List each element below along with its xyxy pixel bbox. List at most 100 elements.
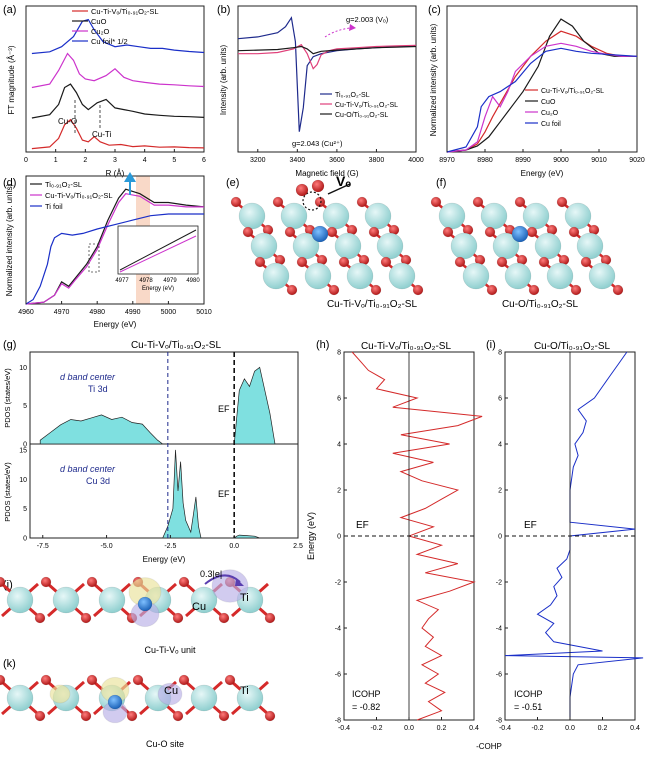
o-atom [326,226,338,238]
o-atom [230,196,242,208]
legend-b2: Cu-O/Ti₀.₉₁O₂-SL [335,112,388,119]
panel-k-label: (k) [3,658,16,670]
panel-h-title: Cu-Ti-Vₒ/Ti₀.₉₁O₂-SL [361,341,452,352]
vacancy-site [302,191,322,211]
zoom-box [88,243,100,273]
k-cu-label: Cu [164,685,178,697]
panel-c-xlabel: Energy (eV) [521,169,564,178]
ti-atom [6,586,34,614]
panel-b-frame [237,5,417,153]
panel-g-label: (g) [3,339,16,351]
panel-d-frame [25,175,205,305]
ti-atom [236,684,264,712]
o-atom [40,674,52,686]
series-line-d-2 [25,213,204,305]
xtick-label: -0.2 [531,725,543,732]
o-atom [311,179,325,193]
ti-atom [98,586,126,614]
panel-b-label: (b) [217,4,230,16]
inset-frame [117,225,199,275]
o-atom [80,710,92,722]
panel-c-xticks: 8970 8980 8990 9000 9010 9020 [439,149,645,164]
panel-f-label: (f) [436,177,446,189]
o-atom [218,710,230,722]
annotation-vo: g=2.003 (Vₒ) [346,15,389,24]
xtick-label: 8990 [515,157,531,164]
panel-a-legend: Cu-Ti-Vₒ/Ti₀.₉₁O₂-SL CuO Cu₂O Cu foil* 1… [72,7,159,46]
panel-a-label: (a) [3,4,16,16]
inset-tick-3: 4980 [186,278,200,284]
panel-c-label: (c) [428,4,441,16]
panel-b-legend: Ti₀.₉₁O₂-SL Cu-Ti-Vₒ/Ti₀.₉₁O₂-SL Cu-O/Ti… [320,92,398,119]
o-atom [254,256,266,268]
ytick-label: 2 [337,488,341,495]
panel-i: (i) Cu-O/Ti₀.₉₁O₂-SL -0.4 -0.2 0.0 0.2 0.4 8 6… [476,339,644,751]
o-atom [132,674,144,686]
ytick-label: 10 [19,365,27,372]
xtick-label: -5.0 [101,543,113,550]
o-atom [526,226,538,238]
up-arrow-icon [124,172,136,182]
ti-atom [546,262,574,290]
o-atom [86,674,98,686]
panel-g: (g) Cu-Ti-Vₒ/Ti₀.₉₁O₂-SL -7.5 -5.0 -2.5 0.0… [3,339,303,564]
hi-xlabel: -COHP [476,742,502,751]
o-atom [264,612,276,624]
xtick-label: -0.2 [370,725,382,732]
xtick-label: 0.0 [565,725,575,732]
panel-d-xlabel: Energy (eV) [94,320,137,329]
ytick-label: 0 [23,536,27,543]
xtick-label: 8980 [477,157,493,164]
panel-g-ylabel-top: PDOS (states/eV) [3,368,12,428]
ti-atom [238,202,266,230]
panel-a-xlabel: R (Å) [106,169,125,178]
o-atom [295,183,309,197]
vo-pointer [327,183,351,195]
o-atom [172,612,184,624]
xtick-label: 3600 [329,157,345,164]
o-atom [538,256,550,268]
ytick-label: -8 [496,718,502,725]
xtick-label: -0.4 [499,725,511,732]
legend-d0: Ti₀.₉₁O₂-SL [45,180,82,189]
xtick-label: 9010 [591,157,607,164]
ti-atom [588,262,616,290]
xtick-label: 2 [83,157,87,164]
o-atom [484,226,496,238]
xtick-label: 2.5 [293,543,303,550]
panel-d: (d) 4960 4970 4980 4990 5000 5010 Energy (eV)… [3,172,212,329]
ti-atom [504,262,532,290]
ti-atom [304,262,332,290]
o-atom [442,226,454,238]
series-line-c-1 [446,18,637,153]
panel-i-label: (i) [486,339,496,351]
panel-f: (f) Cu-O/Ti₀.₉₁O₂-SL [430,177,624,310]
ytick-label: 8 [498,350,502,357]
xtick-label: 3 [113,157,117,164]
structure-f [430,196,624,296]
panel-b: (b) 3200 3400 3600 3800 4000 Magnetic field … [217,4,424,178]
o-atom [496,256,508,268]
o-atom [178,674,190,686]
ti-atom [462,262,490,290]
xtick-label: 0.0 [404,725,414,732]
ti-atom [388,262,416,290]
xtick-label: -2.5 [164,543,176,550]
o-atom [380,256,392,268]
panel-g-ticks: -7.5 -5.0 -2.5 0.0 2.5 0 5 10 0 5 10 15 [19,365,303,550]
xtick-label: 4 [143,157,147,164]
ti-atom [52,586,80,614]
cu-atom [311,225,329,243]
panel-d-plot [25,188,205,305]
g-top-text-2: Ti 3d [88,384,108,394]
panel-h-plot [344,351,483,721]
panel-h: (h) Cu-Ti-Vₒ/Ti₀.₉₁O₂-SL -0.4 -0.2 0.0 0.2 0… [306,339,483,732]
o-atom [86,576,98,588]
xtick-label: 0.4 [630,725,640,732]
xtick-label: 4980 [89,309,105,316]
ti-atom [322,202,350,230]
o-atom [126,710,138,722]
o-atom [272,196,284,208]
ytick-label: 5 [23,403,27,410]
ti-atom [564,202,592,230]
